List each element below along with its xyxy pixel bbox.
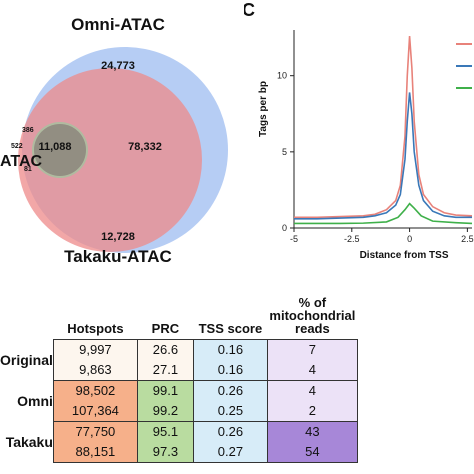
table-row: Takaku 77,750 95.1 0.26 43 xyxy=(0,421,358,450)
table-cell: 0.25 xyxy=(192,401,268,422)
x-tick-label: -5 xyxy=(290,234,298,244)
omni-label: Omni-ATAC xyxy=(71,15,165,34)
table-corner xyxy=(0,296,53,340)
table-row: 9,863 27.1 0.16 4 xyxy=(0,360,358,381)
series-line-3 xyxy=(294,202,473,225)
y-tick-label: 5 xyxy=(282,147,287,157)
all-three-count: 11,088 xyxy=(38,141,71,153)
series-line-2 xyxy=(294,92,472,220)
small-count-b: 522 xyxy=(11,143,23,150)
x-tick-label: -2.5 xyxy=(344,234,360,244)
venn-diagram: Omni-ATAC Takaku-ATAC ATAC 24,773 78,332… xyxy=(0,15,228,266)
chart-legend xyxy=(456,43,472,89)
table-row: Original 9,997 26.6 0.16 7 xyxy=(0,339,358,368)
table-cell: 4 xyxy=(266,380,358,401)
chart-series xyxy=(294,36,473,225)
row-group-label: Omni xyxy=(17,393,53,409)
header-tss-score: TSS score xyxy=(198,321,263,336)
y-axis-label: Tags per bp xyxy=(258,81,269,137)
row-group-label: Original xyxy=(0,352,53,368)
table-cell: 99.2 xyxy=(136,401,194,422)
table-cell: 0.26 xyxy=(192,421,268,442)
header-mito-reads: % of mitochondrial reads xyxy=(269,295,356,336)
series-line-1 xyxy=(294,36,473,219)
stats-table: Hotspots PRC TSS score % of mitochondria… xyxy=(0,296,358,463)
table-cell: 4 xyxy=(266,360,358,381)
x-axis-label: Distance from TSS xyxy=(360,250,449,261)
omni-only-count: 24,773 xyxy=(101,60,135,72)
table-row: 107,364 99.2 0.25 2 xyxy=(0,401,358,422)
table-cell: 0.27 xyxy=(192,442,268,463)
y-tick-label: 10 xyxy=(277,71,287,81)
table-cell: 9,863 xyxy=(52,360,138,381)
table-cell: 99.1 xyxy=(136,380,194,401)
small-count-c: 81 xyxy=(24,166,32,173)
table-cell: 0.16 xyxy=(192,339,268,360)
table-cell: 88,151 xyxy=(52,442,138,463)
table-cell: 2 xyxy=(266,401,358,422)
x-tick-label: 0 xyxy=(407,234,412,244)
table-row: 88,151 97.3 0.27 54 xyxy=(0,442,358,463)
table-cell: 95.1 xyxy=(136,421,194,442)
table-row: Omni 98,502 99.1 0.26 4 xyxy=(0,380,358,409)
table-cell: 54 xyxy=(266,442,358,463)
takaku-only-count: 12,728 xyxy=(101,231,135,243)
takaku-label: Takaku-ATAC xyxy=(64,247,172,266)
y-tick-label: 0 xyxy=(282,223,287,233)
small-count-a: 386 xyxy=(22,127,34,134)
header-prc: PRC xyxy=(151,321,180,336)
header-hotspots: Hotspots xyxy=(67,321,124,336)
table-cell: 107,364 xyxy=(52,401,138,422)
takaku-circle xyxy=(18,68,202,252)
table-cell: 77,750 xyxy=(52,421,138,442)
x-tick-label: 2.5 xyxy=(461,234,474,244)
panel-letter: C xyxy=(244,0,255,20)
table-cell: 9,997 xyxy=(52,339,138,360)
chart-axes: 0 5 10 -5 -2.5 0 2.5 xyxy=(277,30,474,244)
table-cell: 98,502 xyxy=(52,380,138,401)
omni-takaku-count: 78,332 xyxy=(128,141,162,153)
table-cell: 0.26 xyxy=(192,380,268,401)
table-cell: 0.16 xyxy=(192,360,268,381)
tss-profile-chart: C Tags per bp Distance from TSS 0 5 10 -5 -2… xyxy=(244,0,474,261)
row-group-label: Takaku xyxy=(5,434,53,450)
table-cell: 27.1 xyxy=(136,360,194,381)
table-header-row: Hotspots PRC TSS score % of mitochondria… xyxy=(0,296,357,340)
table-cell: 26.6 xyxy=(136,339,194,360)
table-cell: 97.3 xyxy=(136,442,194,463)
table-cell: 7 xyxy=(266,339,358,360)
table-cell: 43 xyxy=(266,421,358,442)
atac-label: ATAC xyxy=(0,153,43,170)
overlap-circle xyxy=(34,124,86,176)
